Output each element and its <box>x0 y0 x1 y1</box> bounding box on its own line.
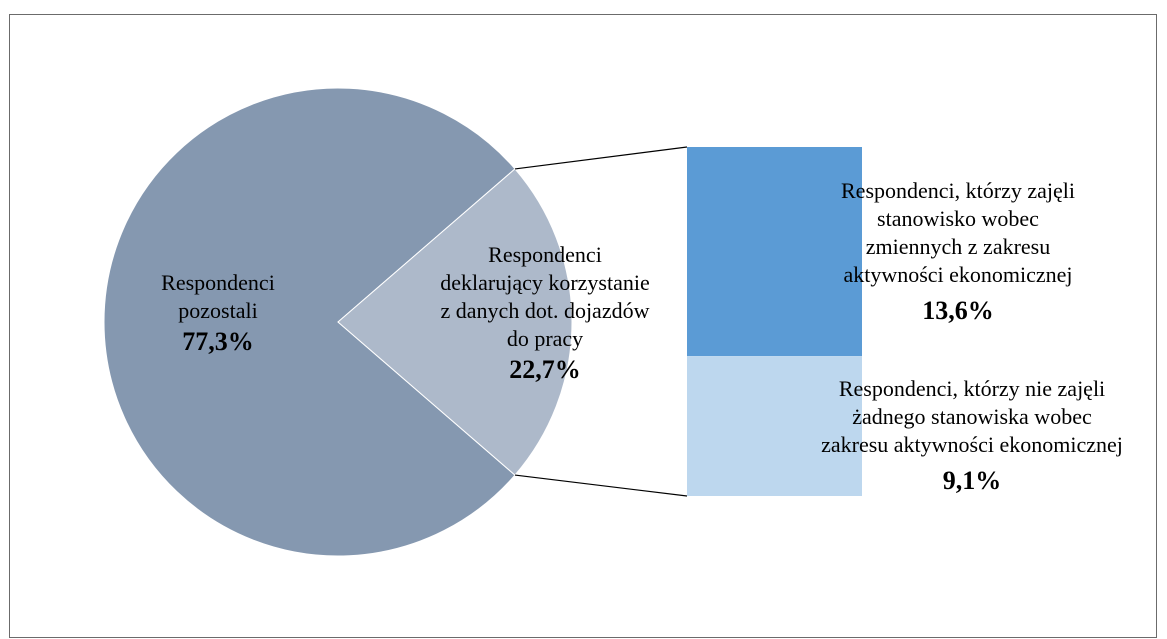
bar-segment-1-label-line-1: żadnego stanowiska wobec <box>852 404 1092 429</box>
pie-slice-0-label-line-0: Respondenci <box>161 270 275 295</box>
pie-slice-1-label-line-3: do pracy <box>507 326 583 351</box>
data-labels: Respondenci pozostali 77,3% Respondenci dekl… <box>161 178 1123 495</box>
bar-segment-0-label-line-1: stanowisko wobec <box>877 206 1039 231</box>
bar-segment-1-label-value: 9,1% <box>943 466 1002 495</box>
pie-slice-0-label-value: 77,3% <box>182 327 254 356</box>
bar-segment-1-label: Respondenci, którzy nie zajęli żadnego st… <box>821 376 1123 495</box>
pie-slice-1-label-line-2: z danych dot. dojazdów <box>441 298 650 323</box>
pie-slice-1 <box>337 168 573 476</box>
bar-segment-0-label-value: 13,6% <box>922 296 994 325</box>
pie-slice-0-label: Respondenci pozostali 77,3% <box>161 270 275 356</box>
bar-segment-0-label-line-2: zmiennych z zakresu <box>866 234 1050 259</box>
bar-segment-0-label: Respondenci, którzy zajęli stanowisko wob… <box>841 178 1075 325</box>
pie-slice-1-label-value: 22,7% <box>509 355 581 384</box>
pie-slice-1-label: Respondenci deklarujący korzystanie z dany… <box>440 242 650 384</box>
pie-slice-1-label-line-1: deklarujący korzystanie <box>440 270 650 295</box>
bar-segment-0-label-line-0: Respondenci, którzy zajęli <box>841 178 1075 203</box>
pie-slice-1-label-line-0: Respondenci <box>488 242 602 267</box>
pie-slice-0 <box>103 87 516 557</box>
pie <box>103 87 573 557</box>
connector-line-top <box>514 146 688 170</box>
bar-segment-0 <box>687 147 862 357</box>
breakdown-bar <box>687 147 862 496</box>
bar-segment-1-label-line-2: zakresu aktywności ekonomicznej <box>821 432 1123 457</box>
bar-segment-1 <box>687 356 862 496</box>
pie-slice-0-label-line-1: pozostali <box>178 298 257 323</box>
connector-lines <box>514 146 688 497</box>
bar-segment-1-label-line-0: Respondenci, którzy nie zajęli <box>839 376 1105 401</box>
bar-segment-0-label-line-3: aktywności ekonomicznej <box>843 262 1072 287</box>
connector-line-bottom <box>514 474 688 497</box>
